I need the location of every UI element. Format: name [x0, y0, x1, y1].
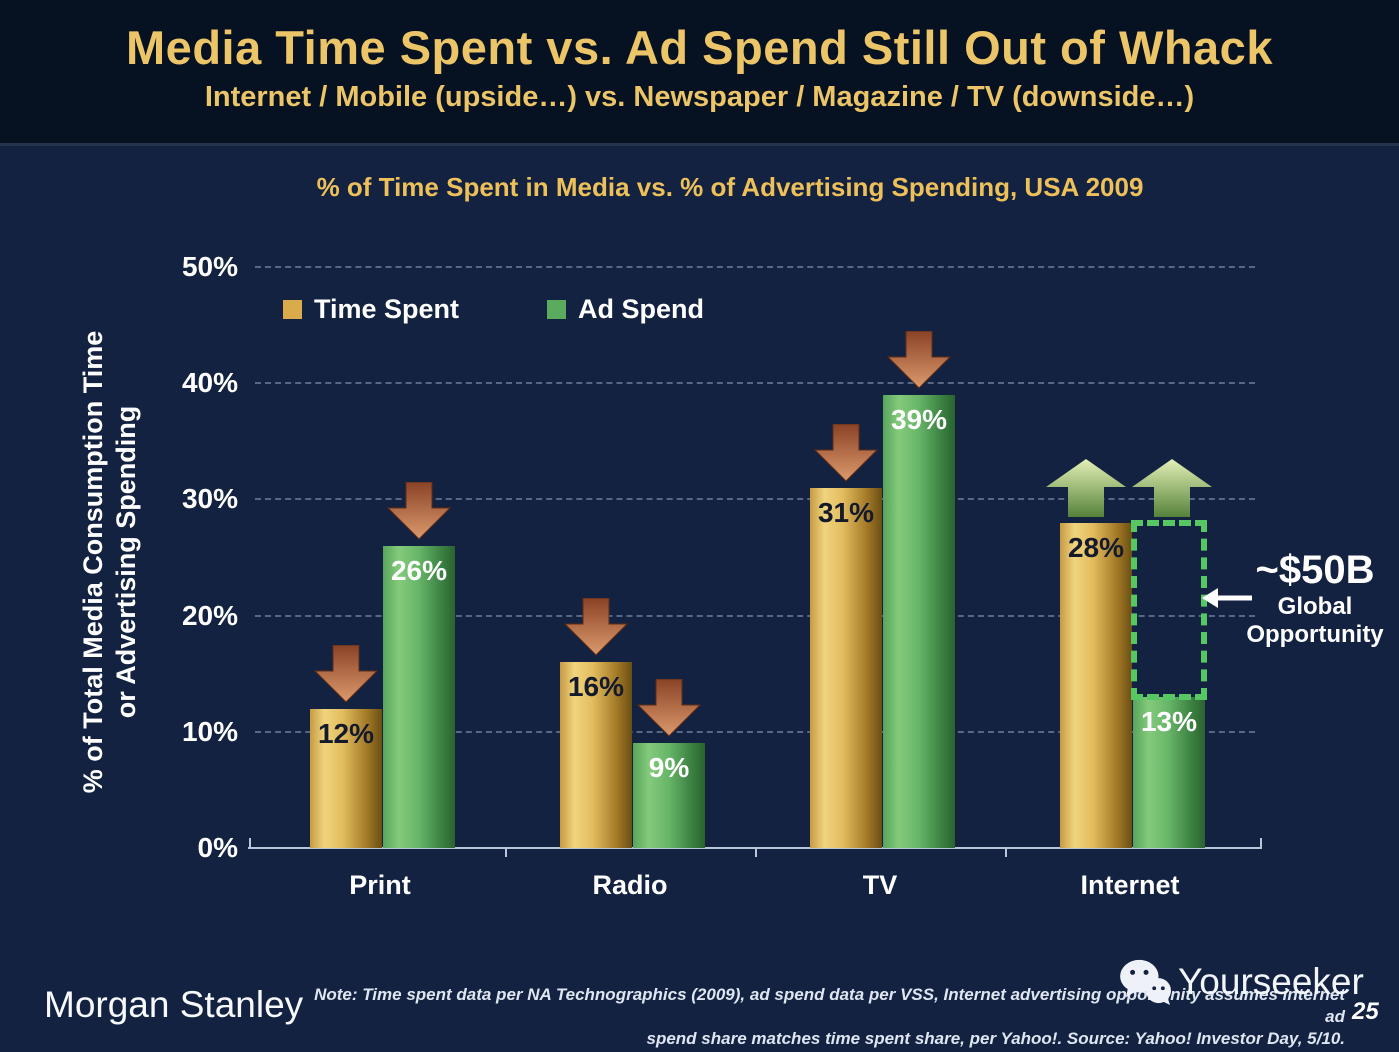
y-axis-title-line2: or Advertising Spending: [111, 405, 141, 719]
bar-tv-ad-spend: [883, 394, 955, 848]
down-arrow-icon: [380, 481, 458, 540]
category-label-radio: Radio: [592, 870, 668, 900]
legend-label-ad-spend: Ad Spend: [578, 294, 705, 324]
y-tick-label: 50%: [181, 251, 238, 282]
y-tick-label: 0%: [197, 832, 238, 863]
y-tick-label: 30%: [181, 483, 238, 515]
opportunity-line1: Global: [1277, 593, 1353, 620]
gridline: [255, 266, 1255, 268]
category-label-tv: TV: [862, 870, 898, 900]
opportunity-box: [1131, 519, 1207, 700]
down-arrow-icon: [557, 597, 635, 656]
bar-value-label: 26%: [390, 554, 448, 586]
source-note: Note: Time spent data per NA Technograph…: [295, 984, 1345, 1050]
page-number: 25: [1352, 998, 1379, 1025]
y-axis-title-line1: % of Total Media Consumption Time: [78, 330, 108, 794]
left-arrow-icon: [1202, 587, 1252, 609]
bar-radio-ad-spend: [633, 743, 705, 848]
slide-header: Media Time Spent vs. Ad Spend Still Out …: [0, 0, 1399, 146]
bar-value-label: 12%: [317, 717, 375, 749]
gridline: [255, 730, 1255, 733]
opportunity-annotation: ~$50B Global Opportunity: [1240, 548, 1390, 649]
x-axis-line: [248, 847, 1262, 849]
y-axis-title: % of Total Media Consumption Time or Adv…: [77, 312, 147, 812]
down-arrow-icon: [307, 644, 385, 703]
axis-tick: [755, 849, 757, 857]
y-tick-label: 20%: [181, 599, 238, 631]
morgan-stanley-logo: Morgan Stanley: [44, 984, 304, 1025]
bar-value-label: 28%: [1067, 531, 1125, 563]
gridline: [255, 614, 1255, 617]
down-arrow-icon: [807, 423, 885, 482]
category-label-internet: Internet: [1080, 870, 1180, 900]
bar-value-label: 31%: [817, 496, 875, 528]
up-arrow-icon: [1042, 457, 1130, 519]
legend-label-time-spent: Time Spent: [314, 294, 460, 324]
y-tick-label: 40%: [181, 367, 238, 399]
slide-subtitle: Internet / Mobile (upside…) vs. Newspape…: [204, 81, 1195, 113]
opportunity-line2: Opportunity: [1246, 621, 1384, 648]
chart-legend: Time Spent Ad Spend: [283, 294, 704, 325]
source-note-line2: spend share matches time spent share, pe…: [646, 1029, 1346, 1048]
axis-tick: [1260, 838, 1262, 847]
bar-tv-time-spent: [810, 487, 882, 848]
up-arrow-icon: [1128, 457, 1216, 519]
wechat-icon: [1118, 958, 1176, 1006]
chart-title: % of Time Spent in Media vs. % of Advert…: [316, 172, 1144, 202]
watermark-text: Yourseeker: [1178, 961, 1364, 1002]
source-note-line1: Note: Time spent data per NA Technograph…: [314, 985, 1345, 1026]
gridline: [255, 382, 1255, 385]
gridline: [255, 498, 1255, 501]
y-tick-label: 10%: [181, 715, 238, 747]
axis-tick: [505, 849, 507, 857]
down-arrow-icon: [630, 678, 708, 738]
time-spent-swatch-icon: [283, 300, 302, 319]
bar-print-time-spent: [310, 708, 382, 848]
bar-print-ad-spend: [383, 545, 455, 848]
bar-internet-time-spent: [1060, 522, 1132, 848]
legend-item-ad-spend: Ad Spend: [547, 294, 704, 325]
bar-value-label: 39%: [890, 403, 948, 435]
axis-tick: [249, 838, 251, 847]
yourseeker-watermark: Yourseeker: [1118, 958, 1364, 1006]
legend-item-time-spent: Time Spent: [283, 294, 459, 325]
slide-title: Media Time Spent vs. Ad Spend Still Out …: [126, 21, 1273, 74]
bar-internet-ad-spend: [1133, 696, 1205, 848]
opportunity-value: ~$50B: [1255, 548, 1375, 592]
bar-value-label: 13%: [1140, 705, 1198, 737]
category-label-print: Print: [349, 870, 411, 900]
down-arrow-icon: [880, 330, 958, 389]
bar-value-label: 9%: [648, 752, 690, 784]
bar-radio-time-spent: [560, 662, 632, 848]
bar-value-label: 16%: [567, 671, 625, 703]
axis-tick: [1005, 849, 1007, 857]
ad-spend-swatch-icon: [547, 300, 567, 319]
